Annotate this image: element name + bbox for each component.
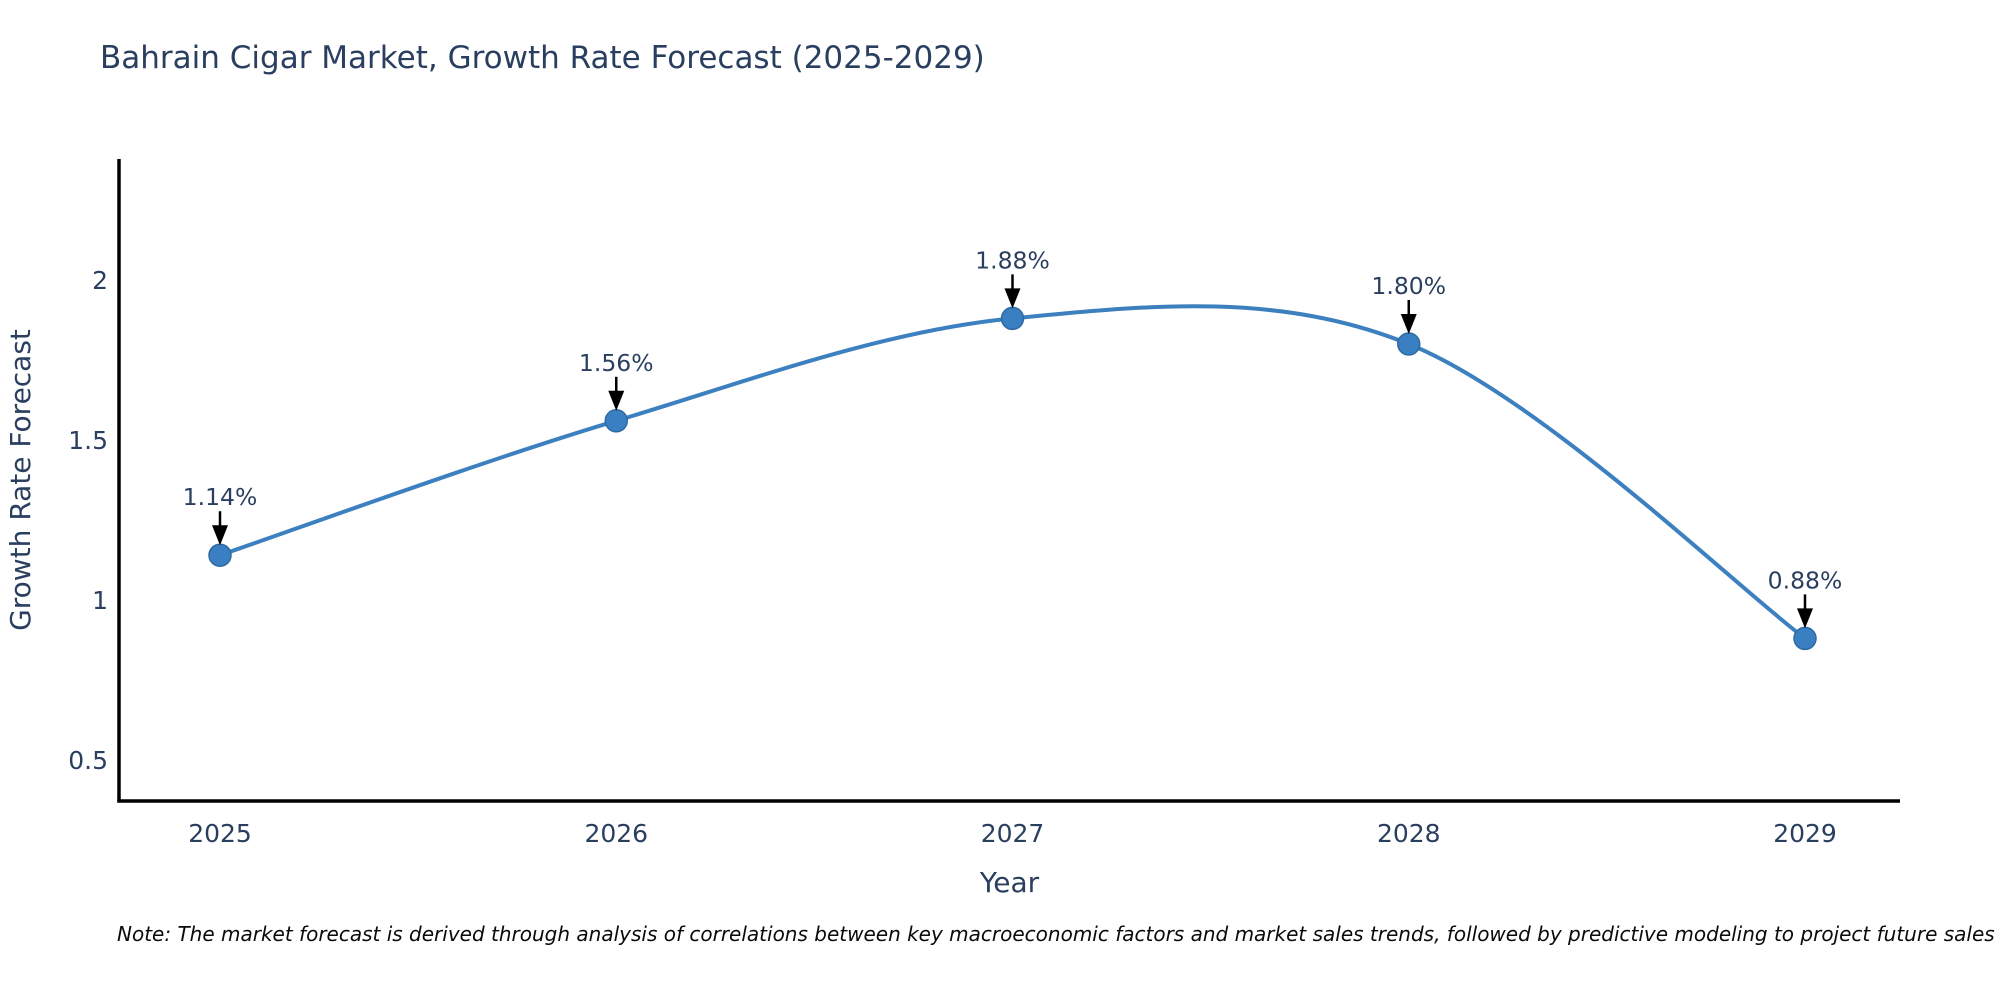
data-point-label: 0.88% bbox=[1768, 566, 1843, 594]
y-tick-label: 0.5 bbox=[68, 746, 108, 775]
data-point-label: 1.80% bbox=[1371, 272, 1446, 300]
data-point-label: 1.88% bbox=[975, 246, 1050, 274]
data-point-label: 1.14% bbox=[183, 483, 258, 511]
x-tick-label: 2029 bbox=[1773, 819, 1837, 848]
annotation-arrowhead-icon bbox=[1400, 314, 1417, 334]
forecast-line bbox=[219, 304, 1807, 641]
x-tick-label: 2026 bbox=[584, 819, 648, 848]
data-point-marker bbox=[1000, 306, 1025, 331]
x-axis-title: Year bbox=[979, 866, 1040, 899]
y-axis-title: Growth Rate Forecast bbox=[4, 329, 37, 631]
annotation-arrowhead-icon bbox=[608, 390, 625, 411]
data-point-marker bbox=[1793, 626, 1817, 651]
x-tick-label: 2028 bbox=[1377, 819, 1441, 848]
x-tick-label: 2025 bbox=[188, 819, 252, 848]
data-point-marker bbox=[208, 543, 232, 567]
data-point-marker bbox=[1397, 332, 1421, 356]
y-tick-label: 2 bbox=[92, 266, 108, 295]
data-point-marker bbox=[604, 409, 628, 433]
y-tick-label: 1.5 bbox=[68, 426, 108, 455]
data-point-label: 1.56% bbox=[579, 349, 654, 377]
annotation-arrowhead-icon bbox=[1004, 288, 1021, 309]
annotation-arrowhead-icon bbox=[212, 525, 228, 546]
y-tick-label: 1 bbox=[92, 586, 108, 615]
annotation-arrowhead-icon bbox=[1797, 608, 1813, 629]
chart-footnote: Note: The market forecast is derived thr… bbox=[117, 922, 1995, 946]
chart-title: Bahrain Cigar Market, Growth Rate Foreca… bbox=[100, 40, 985, 76]
x-tick-label: 2027 bbox=[981, 819, 1045, 848]
